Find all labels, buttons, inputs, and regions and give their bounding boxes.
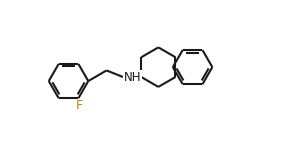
Text: F: F <box>76 99 83 112</box>
Text: NH: NH <box>124 71 141 83</box>
